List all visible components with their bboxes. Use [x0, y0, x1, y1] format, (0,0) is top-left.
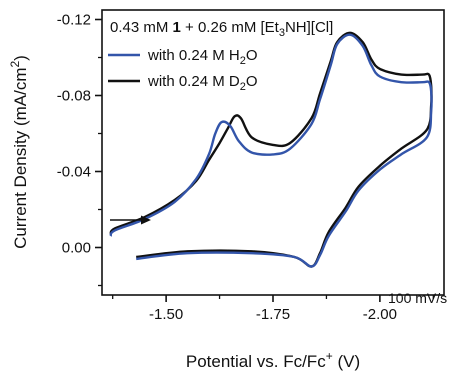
- y-tick-label: -0.08: [57, 88, 91, 105]
- x-axis-title: Potential vs. Fc/Fc+ (V): [186, 349, 360, 371]
- y-axis-title: Current Density (mA/cm2): [8, 55, 30, 249]
- series-layer: [109, 31, 433, 268]
- y-tick-label: 0.00: [62, 240, 91, 257]
- legend-label-h2o: with 0.24 M H2O: [147, 47, 258, 67]
- series-line-h2o: [109, 33, 433, 268]
- x-tick-label: -2.00: [363, 306, 397, 323]
- scan-rate-label: 100 mV/s: [388, 290, 447, 306]
- legend-label-d2o: with 0.24 M D2O: [147, 73, 258, 93]
- axes-layer: -1.50 -1.75 -2.00 -0.12 -0.08 -0.04 0.00: [57, 12, 434, 323]
- scan-direction-arrow: [110, 215, 151, 225]
- series-line-d2o: [109, 31, 433, 268]
- composition-annotation: 0.43 mM 1 + 0.26 mM [Et3NH][Cl]: [110, 19, 333, 39]
- x-tick-label: -1.50: [149, 306, 183, 323]
- x-tick-label: -1.75: [256, 306, 290, 323]
- y-tick-label: -0.04: [57, 164, 91, 181]
- y-tick-label: -0.12: [57, 12, 91, 29]
- legend: with 0.24 M H2O with 0.24 M D2O: [108, 47, 258, 93]
